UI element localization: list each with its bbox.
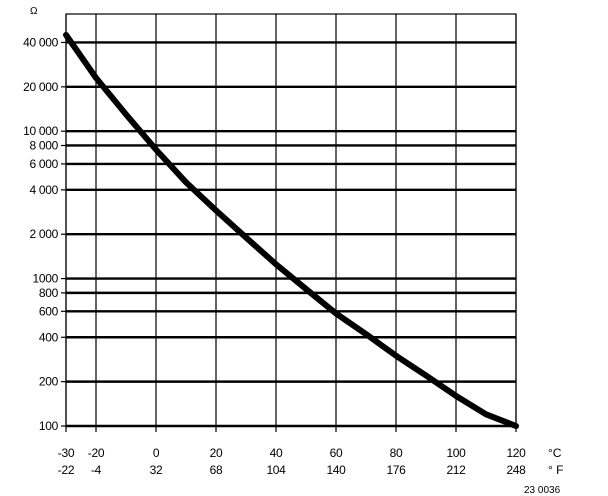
x-tick-label-fahrenheit: 140 [326,463,346,477]
y-tick-label: 400 [39,330,59,344]
x-tick-label-fahrenheit: 32 [150,463,163,477]
x-axis-unit-celsius: °C [548,446,562,460]
y-tick-label: 20 000 [23,80,59,94]
x-tick-label-fahrenheit: 176 [386,463,406,477]
x-tick-label-celsius: -30 [58,446,75,460]
y-tick-label: 2 000 [29,227,58,241]
x-tick-label-fahrenheit: 248 [506,463,526,477]
x-tick-label-fahrenheit: 212 [446,463,466,477]
series-layer [63,31,519,429]
x-tick-label-fahrenheit: -22 [58,463,75,477]
figure-id: 23 0036 [524,485,561,496]
x-tick-label-fahrenheit: -4 [91,463,102,477]
y-tick-label: 200 [39,375,59,389]
y-tick-label: 6 000 [29,157,58,171]
y-tick-label: 800 [39,286,59,300]
x-tick-label-fahrenheit: 68 [210,463,223,477]
x-tick-label-celsius: 60 [330,446,343,460]
x-tick-label-celsius: 20 [210,446,223,460]
x-tick-labels: -30 -22 -20 -4 0 32 20 68 40 104 60 140 80 176 100 212 1… [58,446,527,477]
y-tick-label: 100 [39,419,59,433]
y-axis-unit-label: Ω [30,6,38,17]
x-tick-label-celsius: 120 [506,446,526,460]
x-tick-label-celsius: 100 [446,446,466,460]
x-tick-label-celsius: 40 [270,446,283,460]
y-tick-label: 600 [39,304,59,318]
plot-border [65,13,517,427]
grid [61,13,517,432]
y-tick-label: 8 000 [29,138,58,152]
y-tick-label: 40 000 [23,35,59,49]
y-tick-label: 10 000 [23,124,59,138]
x-tick-label-fahrenheit: 104 [266,463,286,477]
x-tick-label-celsius: -20 [88,446,105,460]
y-tick-label: 4 000 [29,183,58,197]
x-tick-label-celsius: 0 [153,446,160,460]
y-tick-label: 1000 [33,272,59,286]
x-axis-unit-fahrenheit: ° F [548,463,563,477]
resistance-curve [63,31,519,429]
x-tick-label-celsius: 80 [390,446,403,460]
